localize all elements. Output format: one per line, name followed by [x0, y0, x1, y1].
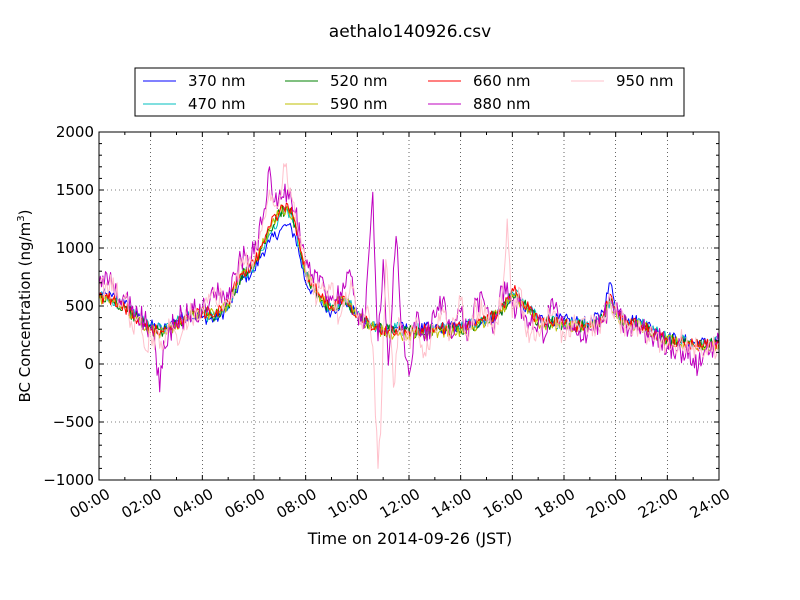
y-axis-label-superscript: 3 [16, 215, 27, 221]
legend-label: 590 nm [330, 95, 388, 113]
y-tick-label: 2000 [56, 123, 94, 141]
legend-label: 950 nm [616, 72, 674, 90]
x-axis-label: Time on 2014-09-26 (JST) [307, 529, 512, 548]
chart-legend: 370 nm 470 nm 520 nm 590 nm 660 nm 880 nm 950 … [134, 67, 685, 117]
series-line-950-nm [99, 163, 719, 469]
y-tick-label: 0 [84, 355, 94, 373]
legend-label: 370 nm [188, 72, 246, 90]
y-axis-label-end: ) [16, 210, 34, 216]
y-tick-label: −1000 [43, 471, 94, 489]
legend-label: 660 nm [473, 72, 531, 90]
y-tick-label: 1000 [56, 239, 94, 257]
y-tick-label: 1500 [56, 181, 94, 199]
y-tick-label: −500 [53, 413, 94, 431]
legend-label: 470 nm [188, 95, 246, 113]
chart-series-group [99, 163, 719, 469]
y-axis-label: BC Concentration (ng/m3) [16, 210, 34, 403]
legend-label: 880 nm [473, 95, 531, 113]
legend-label: 520 nm [330, 72, 388, 90]
chart-title: aethalo140926.csv [329, 22, 491, 42]
y-axis-label-base: BC Concentration (ng/m [16, 222, 34, 403]
y-tick-label: 500 [65, 297, 94, 315]
